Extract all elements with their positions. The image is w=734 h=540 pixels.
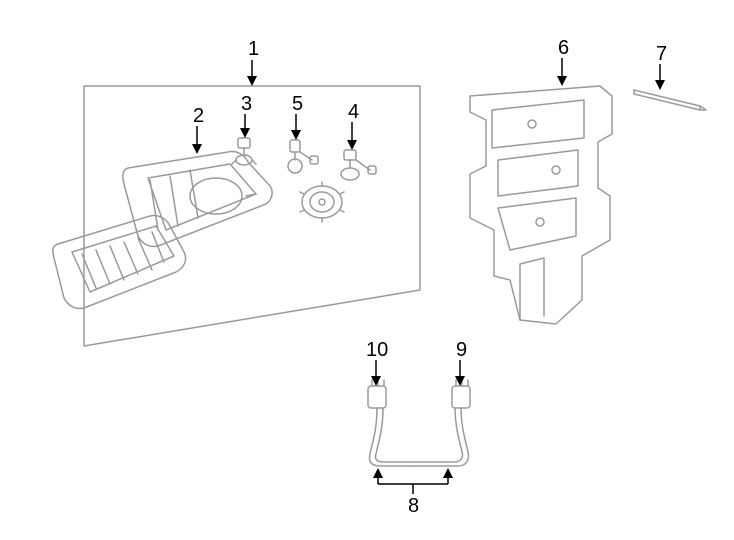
bulb-retainer-cap <box>300 182 344 222</box>
callout-1-label: 1 <box>248 38 259 60</box>
parts-diagram: 1 2 3 5 4 6 7 10 9 <box>0 0 734 540</box>
wiring-harness <box>368 380 470 466</box>
callouts: 1 2 3 5 4 6 7 10 9 <box>192 37 667 517</box>
callout-3-label: 3 <box>241 93 252 115</box>
bulb-5 <box>288 140 318 173</box>
callout-7-label: 7 <box>656 43 667 65</box>
bulb-4 <box>341 150 376 180</box>
callout-6-label: 6 <box>558 37 569 59</box>
mount-bracket <box>470 86 612 324</box>
headlamp-housing-rear <box>123 151 272 246</box>
callout-4-label: 4 <box>348 101 359 123</box>
callout-2-label: 2 <box>193 105 204 127</box>
callout-10-label: 10 <box>366 339 388 361</box>
callout-8-label: 8 <box>408 495 419 517</box>
callout-5-label: 5 <box>292 93 303 115</box>
assembly-frame <box>84 86 420 346</box>
bracket-pin <box>634 90 706 110</box>
callout-9-label: 9 <box>456 339 467 361</box>
